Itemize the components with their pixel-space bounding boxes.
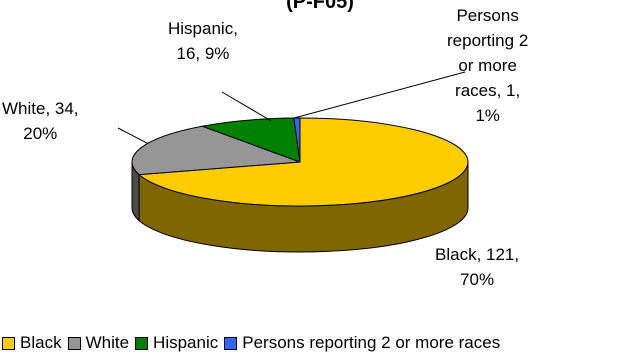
leader-line-multiracial [294, 71, 466, 119]
legend-swatch-black [2, 336, 15, 350]
leader-line-white [117, 127, 148, 144]
data-label-black: Black, 121, 70% [435, 245, 520, 289]
legend-item-multiracial: Persons reporting 2 or more races [224, 333, 500, 353]
pie-slice-hispanic [201, 117, 301, 163]
legend-item-white: White [67, 333, 129, 353]
legend: Black White Hispanic Persons reporting 2… [2, 333, 506, 353]
data-label-white: White, 34, 20% [2, 99, 79, 143]
legend-swatch-hispanic [135, 336, 149, 350]
pie-slice-black [138, 117, 469, 207]
legend-item-hispanic: Hispanic [135, 333, 218, 353]
pie-slice-multiracial [293, 117, 301, 163]
pie-slice-white [131, 125, 301, 176]
chart-title: (P-F05) [286, 0, 354, 13]
legend-swatch-white [67, 336, 81, 350]
legend-item-black: Black [2, 333, 62, 353]
legend-swatch-multiracial [224, 336, 238, 350]
data-label-multiracial: Persons reporting 2 or more races, 1, 1% [447, 6, 529, 125]
leader-line-hispanic [221, 91, 272, 122]
data-label-hispanic: Hispanic, 16, 9% [168, 19, 238, 63]
